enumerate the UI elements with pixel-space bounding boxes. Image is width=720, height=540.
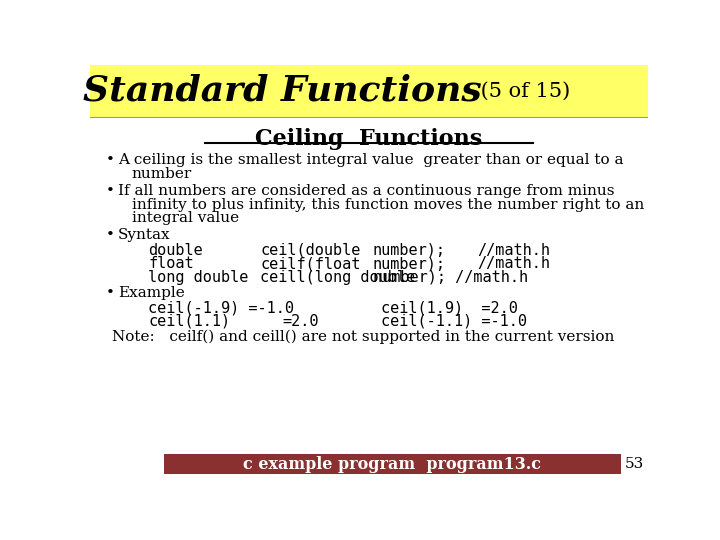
Text: //math.h: //math.h (477, 242, 551, 258)
Text: double: double (148, 242, 203, 258)
Text: Ceiling  Functions: Ceiling Functions (256, 128, 482, 150)
Text: ceil(-1.9) =-1.0: ceil(-1.9) =-1.0 (148, 300, 294, 315)
Text: =2.0: =2.0 (282, 314, 319, 329)
Text: •: • (106, 153, 114, 167)
Text: ceil(1.9)  =2.0: ceil(1.9) =2.0 (381, 300, 518, 315)
Text: (5 of 15): (5 of 15) (474, 82, 571, 100)
Text: •: • (106, 286, 114, 300)
Text: Note:   ceilf() and ceill() are not supported in the current version: Note: ceilf() and ceill() are not suppor… (112, 330, 614, 344)
Text: number); //math.h: number); //math.h (373, 269, 528, 285)
Text: ceil(-1.1) =-1.0: ceil(-1.1) =-1.0 (381, 314, 526, 329)
Text: //math.h: //math.h (477, 256, 551, 271)
Text: A ceiling is the smallest integral value  greater than or equal to a: A ceiling is the smallest integral value… (118, 153, 624, 167)
Text: Example: Example (118, 286, 184, 300)
Text: If all numbers are considered as a continuous range from minus: If all numbers are considered as a conti… (118, 184, 614, 198)
Text: number);: number); (373, 242, 446, 258)
Text: 53: 53 (624, 457, 644, 471)
Text: •: • (106, 184, 114, 198)
Text: ceil(double: ceil(double (261, 242, 361, 258)
Text: float: float (148, 256, 194, 271)
Text: Standard Functions: Standard Functions (83, 74, 482, 108)
Text: ceil(1.1): ceil(1.1) (148, 314, 230, 329)
Text: number);: number); (373, 256, 446, 271)
Text: long double: long double (148, 269, 248, 285)
Text: ceilf(float: ceilf(float (261, 256, 361, 271)
Text: infinity to plus infinity, this function moves the number right to an: infinity to plus infinity, this function… (132, 198, 644, 212)
Text: c example program  program13.c: c example program program13.c (243, 456, 541, 473)
Bar (90, 65, 648, 117)
Bar (163, 455, 621, 475)
Text: number: number (132, 167, 192, 181)
Text: •: • (106, 228, 114, 242)
Text: integral value: integral value (132, 211, 239, 225)
Text: Syntax: Syntax (118, 228, 171, 242)
Text: ceill(long double: ceill(long double (261, 269, 415, 285)
